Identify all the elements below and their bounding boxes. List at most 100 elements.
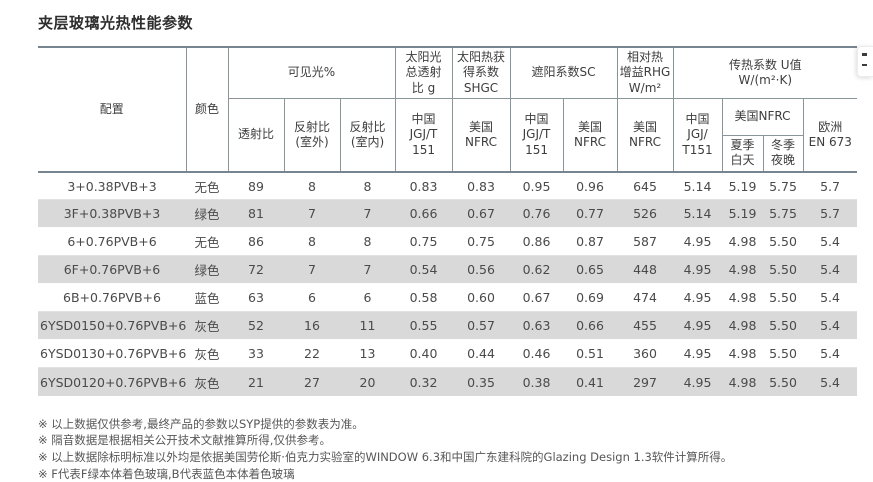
table-cell: 7 xyxy=(340,199,396,229)
table-cell: 33 xyxy=(228,339,284,369)
table-cell: 4.95 xyxy=(673,255,723,285)
table-cell: 4.95 xyxy=(673,283,723,313)
table-cell: 7 xyxy=(340,255,396,285)
table-cell: 89 xyxy=(228,171,284,201)
table-cell: 5.14 xyxy=(673,171,723,201)
table-cell: 0.65 xyxy=(563,255,618,285)
table-cell: 4.95 xyxy=(683,374,712,390)
table-cell: 无色 xyxy=(186,171,228,201)
table-cell: 4.98 xyxy=(722,255,764,285)
table-cell: 0.38 xyxy=(522,374,551,390)
table-cell: 3+0.38PVB+3 xyxy=(38,171,186,201)
col-header-transmittance: 透射比 xyxy=(227,98,285,173)
table-cell: 0.51 xyxy=(563,339,618,369)
col-header-reflectance-outdoor: 反射比 (室外) xyxy=(283,98,341,173)
table-cell: 0.58 xyxy=(395,283,453,313)
table-cell: 5.19 xyxy=(722,171,764,201)
table-cell: 5.7 xyxy=(803,199,858,229)
table-cell: 0.46 xyxy=(510,339,564,369)
table-cell: 0.60 xyxy=(452,283,511,313)
table-cell: 13 xyxy=(340,339,396,369)
glass-performance-table: 配置 颜色 可见光% 太阳光 总透射 比 g 太阳热获 得系数 SHGC 遮阳系… xyxy=(38,46,858,396)
table-cell: 0.54 xyxy=(395,255,453,285)
table-cell: 0.86 xyxy=(510,227,564,257)
table-cell: 0.66 xyxy=(563,311,618,341)
col-header-color: 颜色 xyxy=(185,46,229,173)
col-header-sc-china-jgjt151: 中国 JGJ/T 151 xyxy=(509,98,564,173)
table-cell: 绿色 xyxy=(186,199,228,229)
table-cell: 360 xyxy=(617,339,674,369)
col-header-reflectance-indoor: 反射比 (室内) xyxy=(339,98,396,173)
table-cell: 297 xyxy=(633,374,657,390)
table-cell: 6+0.76PVB+6 xyxy=(38,227,186,257)
table-cell: 448 xyxy=(617,255,674,285)
table-cell: 4.95 xyxy=(673,311,723,341)
table-cell: 5.50 xyxy=(763,255,804,285)
table-cell: 6YSD0130+0.76PVB+6 xyxy=(38,339,186,369)
table-cell: 52 xyxy=(228,311,284,341)
table-cell: 0.75 xyxy=(452,227,511,257)
table-cell: 绿色 xyxy=(186,255,228,285)
table-cell: 0.83 xyxy=(452,171,511,201)
table-cell: 0.44 xyxy=(452,339,511,369)
table-cell: 11 xyxy=(340,311,396,341)
table-cell: 20 xyxy=(359,374,376,390)
table-cell: 4.98 xyxy=(728,374,757,390)
table-cell: 3F+0.38PVB+3 xyxy=(38,199,186,229)
footnote: ※ 以上数据仅供参考,最终产品的参数以SYP提供的参数表为准。 xyxy=(38,416,364,431)
floating-sidebar-widget[interactable] xyxy=(857,46,873,77)
footnote: ※ F代表F绿本体着色玻璃,B代表蓝色本体着色玻璃 xyxy=(38,466,295,481)
table-row: 6YSD0120+0.76PVB+6 灰色 21 27 20 0.32 0.35 0.38 0.… xyxy=(38,367,858,396)
table-cell: 645 xyxy=(617,171,674,201)
table-cell: 6 xyxy=(284,283,340,313)
table-cell: 455 xyxy=(617,311,674,341)
col-group-u-usa-nfrc: 美国NFRC xyxy=(721,98,804,137)
col-header-shgc-usa-nfrc: 美国 NFRC xyxy=(451,98,511,173)
table-cell: 0.66 xyxy=(395,199,453,229)
table-cell: 蓝色 xyxy=(186,283,228,313)
table-cell: 8 xyxy=(284,171,340,201)
table-cell: 86 xyxy=(228,227,284,257)
table-row: 6YSD0150+0.76PVB+6 灰色 52 16 11 0.55 0.57 0.63 0.… xyxy=(38,311,858,341)
table-cell: 5.4 xyxy=(803,311,858,341)
table-cell: 5.50 xyxy=(769,374,797,390)
table-cell: 5.19 xyxy=(722,199,764,229)
col-header-config: 配置 xyxy=(38,46,187,173)
table-row: 6+0.76PVB+6 无色 86 8 8 0.75 0.75 0.86 0.87 587 4.95… xyxy=(38,227,858,257)
table-cell: 0.32 xyxy=(409,374,438,390)
table-cell: 6B+0.76PVB+6 xyxy=(38,283,186,313)
col-header-europe-en673: 欧洲 EN 673 xyxy=(802,98,858,173)
table-cell: 5.75 xyxy=(763,199,804,229)
col-header-winter-night: 冬季 夜晚 xyxy=(762,135,804,173)
table-cell: 72 xyxy=(228,255,284,285)
col-group-visible-light: 可见光% xyxy=(227,46,396,100)
table-cell: 0.96 xyxy=(563,171,618,201)
table-cell: 灰色 xyxy=(194,375,220,391)
footnote: ※ 隔音数据是根据相关公开技术文献推算所得,仅供参考。 xyxy=(38,433,331,448)
table-cell: 7 xyxy=(284,255,340,285)
table-cell: 5.50 xyxy=(763,339,804,369)
table-cell: 4.95 xyxy=(673,227,723,257)
footnotes: ※ 以上数据仅供参考,最终产品的参数以SYP提供的参数表为准。 ※ 隔音数据是根… xyxy=(38,416,873,482)
table-cell: 4.98 xyxy=(722,339,764,369)
table-cell: 22 xyxy=(284,339,340,369)
table-cell: 21 xyxy=(248,374,264,390)
table-cell: 0.69 xyxy=(563,283,618,313)
table-cell: 0.67 xyxy=(452,199,511,229)
table-cell: 7 xyxy=(284,199,340,229)
table-row: 6B+0.76PVB+6 蓝色 63 6 6 0.58 0.60 0.67 0.69 474 4.9… xyxy=(38,283,858,313)
table-cell: 5.14 xyxy=(673,199,723,229)
table-cell: 16 xyxy=(284,311,340,341)
table-header: 配置 颜色 可见光% 太阳光 总透射 比 g 太阳热获 得系数 SHGC 遮阳系… xyxy=(38,46,858,173)
col-header-rhg-usa-nfrc: 美国 NFRC xyxy=(616,98,674,173)
table-cell: 4.98 xyxy=(722,311,764,341)
table-cell: 81 xyxy=(228,199,284,229)
table-cell: 5.4 xyxy=(820,374,840,390)
col-group-solar-g: 太阳光 总透射 比 g xyxy=(394,46,453,100)
table-cell: 4.98 xyxy=(722,227,764,257)
table-cell: 6F+0.76PVB+6 xyxy=(38,255,186,285)
table-row: 3F+0.38PVB+3 绿色 81 7 7 0.66 0.67 0.76 0.77 526 5.1… xyxy=(38,199,858,229)
table-body: 3+0.38PVB+3 无色 89 8 8 0.83 0.83 0.95 0.96 645 5.14… xyxy=(38,171,858,396)
table-cell: 0.77 xyxy=(563,199,618,229)
table-cell: 5.50 xyxy=(763,311,804,341)
